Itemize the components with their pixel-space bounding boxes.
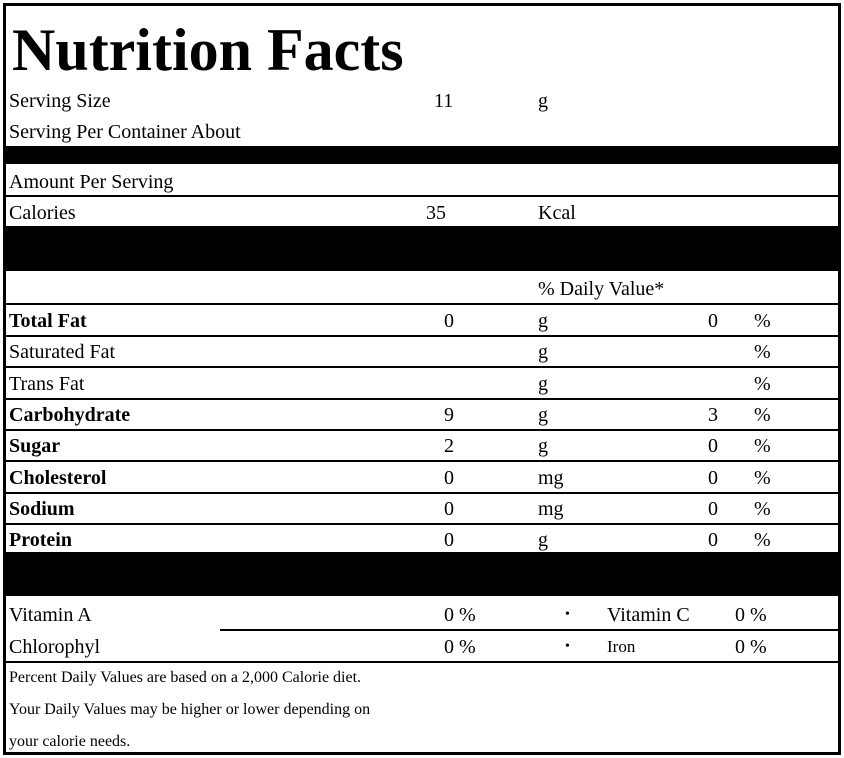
- nutrient-daily-value: 0: [708, 529, 718, 552]
- nutrient-amount: 0: [444, 529, 454, 552]
- percent-sign: %: [754, 435, 771, 458]
- nutrient-amount: 0: [444, 310, 454, 332]
- nutrient-amount: 0: [444, 466, 454, 489]
- serving-size-unit: g: [538, 90, 548, 112]
- percent-sign: %: [754, 341, 771, 364]
- servings-per-container: Serving Per Container About: [9, 121, 241, 143]
- nutrient-unit: mg: [538, 497, 564, 520]
- nutrient-daily-value: 0: [708, 497, 718, 520]
- nutrient-unit: g: [538, 372, 548, 395]
- divider-bar: [6, 226, 838, 271]
- rule: [6, 397, 838, 400]
- nutrient-amount: 0: [444, 497, 454, 520]
- percent-sign: %: [754, 372, 771, 395]
- vitamin-name: Chlorophyl: [9, 636, 101, 658]
- separator: •: [565, 607, 570, 622]
- vitamin-name: Iron: [607, 637, 636, 656]
- percent-sign: %: [754, 529, 771, 552]
- footnote-line: Your Daily Values may be higher or lower…: [9, 701, 371, 718]
- nutrient-unit: g: [538, 310, 548, 332]
- nutrient-daily-value: 0: [708, 435, 718, 458]
- nutrient-daily-value: 3: [708, 403, 718, 426]
- rule: [6, 460, 838, 463]
- rule: [6, 195, 838, 197]
- divider-bar: [6, 146, 838, 164]
- nutrition-label: Nutrition Facts Serving Size 11 g Servin…: [3, 3, 841, 755]
- vitamin-value: 0 %: [444, 636, 476, 658]
- nutrient-daily-value: 0: [708, 466, 718, 489]
- nutrient-name: Sodium: [9, 497, 75, 520]
- percent-sign: %: [754, 497, 771, 520]
- rule: [220, 629, 838, 631]
- nutrient-name: Saturated Fat: [9, 341, 116, 364]
- percent-sign: %: [754, 310, 771, 332]
- serving-size-label: Serving Size: [9, 90, 111, 112]
- nutrient-name: Total Fat: [9, 310, 87, 332]
- divider-bar: [6, 552, 838, 596]
- footnote-line: Percent Daily Values are based on a 2,00…: [9, 669, 362, 686]
- rule: [6, 428, 838, 431]
- nutrient-name: Carbohydrate: [9, 403, 131, 426]
- nutrient-name: Protein: [9, 529, 72, 552]
- footnote-line: your calorie needs.: [9, 733, 131, 750]
- rule: [6, 303, 838, 305]
- vitamin-value: 0 %: [735, 604, 767, 626]
- rule: [6, 491, 838, 494]
- rule: [6, 522, 838, 525]
- amount-per-serving: Amount Per Serving: [9, 171, 174, 193]
- nutrient-unit: g: [538, 529, 548, 552]
- nutrient-name: Sugar: [9, 435, 61, 458]
- separator: •: [565, 639, 570, 654]
- serving-size-value: 11: [434, 90, 454, 112]
- nutrient-unit: g: [538, 403, 548, 426]
- daily-value-header: % Daily Value*: [538, 278, 665, 300]
- percent-sign: %: [754, 466, 771, 489]
- rule: [6, 366, 838, 369]
- nutrient-name: Trans Fat: [9, 372, 85, 395]
- vitamin-value: 0 %: [444, 604, 476, 626]
- calories-unit: Kcal: [538, 202, 576, 224]
- vitamin-name: Vitamin C: [607, 604, 690, 626]
- title: Nutrition Facts: [12, 17, 404, 83]
- rule: [6, 335, 838, 337]
- percent-sign: %: [754, 403, 771, 426]
- calories-value: 35: [426, 202, 446, 224]
- nutrient-name: Cholesterol: [9, 466, 107, 489]
- vitamin-name: Vitamin A: [9, 604, 92, 626]
- nutrient-amount: 2: [444, 435, 454, 458]
- nutrient-amount: 9: [444, 403, 454, 426]
- nutrient-unit: g: [538, 341, 548, 364]
- vitamin-value: 0 %: [735, 636, 767, 658]
- nutrient-unit: g: [538, 435, 548, 458]
- nutrient-daily-value: 0: [708, 310, 718, 332]
- calories-label: Calories: [9, 202, 76, 224]
- nutrient-unit: mg: [538, 466, 564, 489]
- rule: [6, 661, 838, 663]
